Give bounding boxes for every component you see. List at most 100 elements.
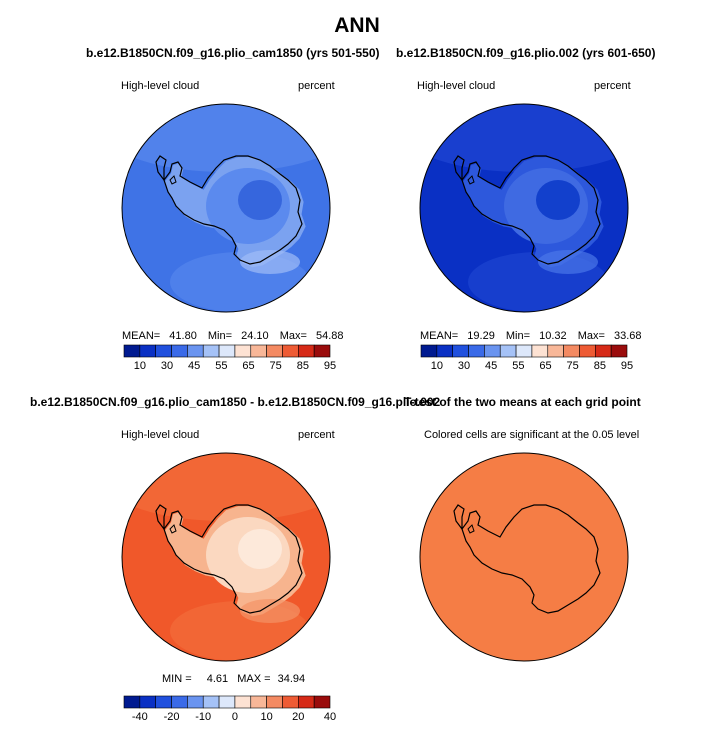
antarctic-peninsula-coastline	[453, 504, 465, 531]
panel3-polar-map	[121, 452, 331, 662]
colorbar-swatch	[515, 344, 533, 358]
colorbar-swatch	[468, 344, 485, 358]
panel1-mean-value: 41.80	[169, 330, 197, 342]
colorbar-label: 10	[134, 360, 146, 372]
colorbar-swatch	[282, 695, 299, 709]
panel2-stats: MEAN= 19.29 Min= 10.32 Max= 33.68	[420, 330, 642, 342]
figure-title: ANN	[334, 14, 380, 37]
island-coastline	[467, 175, 475, 185]
panel3-title: b.e12.B1850CN.f09_g16.plio_cam1850 - b.e…	[30, 395, 441, 409]
colorbar-swatch	[298, 344, 315, 358]
colorbar-swatch	[187, 695, 204, 709]
colorbar-swatch	[202, 695, 220, 709]
antarctic-peninsula-coastline	[155, 504, 167, 531]
colorbar-label: -10	[195, 711, 211, 723]
colorbar-swatch	[610, 344, 628, 358]
map-field	[122, 453, 330, 661]
colorbar-swatch	[218, 344, 236, 358]
map-border	[121, 452, 331, 662]
colorbar-swatch	[531, 344, 549, 358]
colorbar-swatch	[187, 344, 204, 358]
core-field	[536, 180, 580, 220]
colorbar-label: 85	[594, 360, 606, 372]
map-border	[419, 103, 629, 313]
panel1-mean-label: MEAN=	[122, 330, 161, 342]
panel3-stats: MIN = 4.61 MAX = 34.94	[162, 673, 305, 685]
panel1-min-value: 24.10	[241, 330, 269, 342]
panel3-variable-label: High-level cloud	[121, 429, 200, 441]
colorbar-swatch	[298, 695, 315, 709]
colorbar-swatch	[202, 344, 220, 358]
panel2-min-label: Min=	[505, 330, 531, 342]
antarctica-coastline	[163, 155, 303, 265]
colorbar-swatch	[171, 695, 188, 709]
map-border	[121, 103, 331, 313]
panel1-colorbar: 10 30 45 55 65 75 85 95	[123, 344, 336, 372]
antarctica-coastline	[461, 155, 601, 265]
core-field	[238, 180, 282, 220]
panel1-polar-map	[121, 103, 331, 313]
colorbar-swatch	[234, 695, 252, 709]
significance-fill	[420, 453, 628, 661]
coastal-ring	[240, 250, 300, 274]
colorbar-swatch	[218, 695, 236, 709]
colorbar-label: 10	[431, 360, 443, 372]
colorbar-label: 20	[292, 711, 304, 723]
coastal-ring	[538, 250, 598, 274]
colorbar-swatch	[452, 344, 469, 358]
colorbar-swatch	[313, 695, 331, 709]
panel3-colorbar: -40 -20 -10 0 10 20 40	[123, 695, 336, 723]
colorbar-swatch	[266, 344, 283, 358]
colorbar-swatch	[579, 344, 596, 358]
colorbar-swatch	[436, 344, 453, 358]
colorbar-swatch	[171, 344, 188, 358]
antarctica-coastline	[163, 504, 303, 614]
antarctica-coastline	[461, 504, 601, 614]
colorbar-label: 95	[324, 360, 336, 372]
antarctic-peninsula-coastline	[453, 155, 465, 182]
panel1-max-label: Max=	[279, 330, 307, 342]
colorbar-swatch	[313, 344, 331, 358]
antarctic-peninsula-coastline	[155, 155, 167, 182]
map-field	[122, 104, 330, 312]
panel1-max-value: 54.88	[315, 330, 344, 342]
coastal-ring	[240, 599, 300, 623]
island-coastline	[169, 524, 177, 534]
panel2-variable-label: High-level cloud	[417, 80, 496, 92]
colorbar-label: 75	[270, 360, 282, 372]
colorbar-label: 65	[539, 360, 551, 372]
panel3-max-label: MAX =	[237, 673, 271, 685]
colorbar-swatch	[499, 344, 517, 358]
map-field	[420, 104, 628, 312]
map-border	[419, 452, 629, 662]
island-coastline	[169, 175, 177, 185]
colorbar-swatch	[484, 344, 501, 358]
panel2-units-label: percent	[594, 80, 631, 92]
panel1-variable-label: High-level cloud	[121, 80, 200, 92]
island-coastline	[467, 524, 475, 534]
panel1-min-label: Min=	[207, 330, 233, 342]
colorbar-label: 55	[215, 360, 227, 372]
panel4-note: Colored cells are significant at the 0.0…	[424, 429, 640, 441]
colorbar-swatch	[139, 344, 156, 358]
panel2-colorbar: 10 30 45 55 65 75 85 95	[420, 344, 633, 372]
colorbar-label: 10	[260, 711, 272, 723]
colorbar-swatch	[547, 344, 564, 358]
colorbar-swatch	[250, 344, 267, 358]
panel3-max-value: 34.94	[277, 673, 306, 685]
colorbar-swatch	[123, 344, 141, 358]
colorbar-label: 65	[242, 360, 254, 372]
panel4-title: T-test of the two means at each grid poi…	[404, 395, 641, 409]
panel2-mean-label: MEAN=	[420, 330, 459, 342]
colorbar-label: 30	[161, 360, 173, 372]
map-field	[420, 453, 628, 661]
panel2-max-value: 33.68	[613, 330, 642, 342]
colorbar-label: 0	[232, 711, 238, 723]
colorbar-swatch	[155, 344, 172, 358]
panel2-polar-map	[419, 103, 629, 313]
panel1-units-label: percent	[298, 80, 335, 92]
colorbar-label: 55	[512, 360, 524, 372]
panel2-title: b.e12.B1850CN.f09_g16.plio.002 (yrs 601-…	[396, 46, 656, 60]
colorbar-label: -20	[164, 711, 180, 723]
panel3-min-value: 4.61	[206, 673, 229, 685]
